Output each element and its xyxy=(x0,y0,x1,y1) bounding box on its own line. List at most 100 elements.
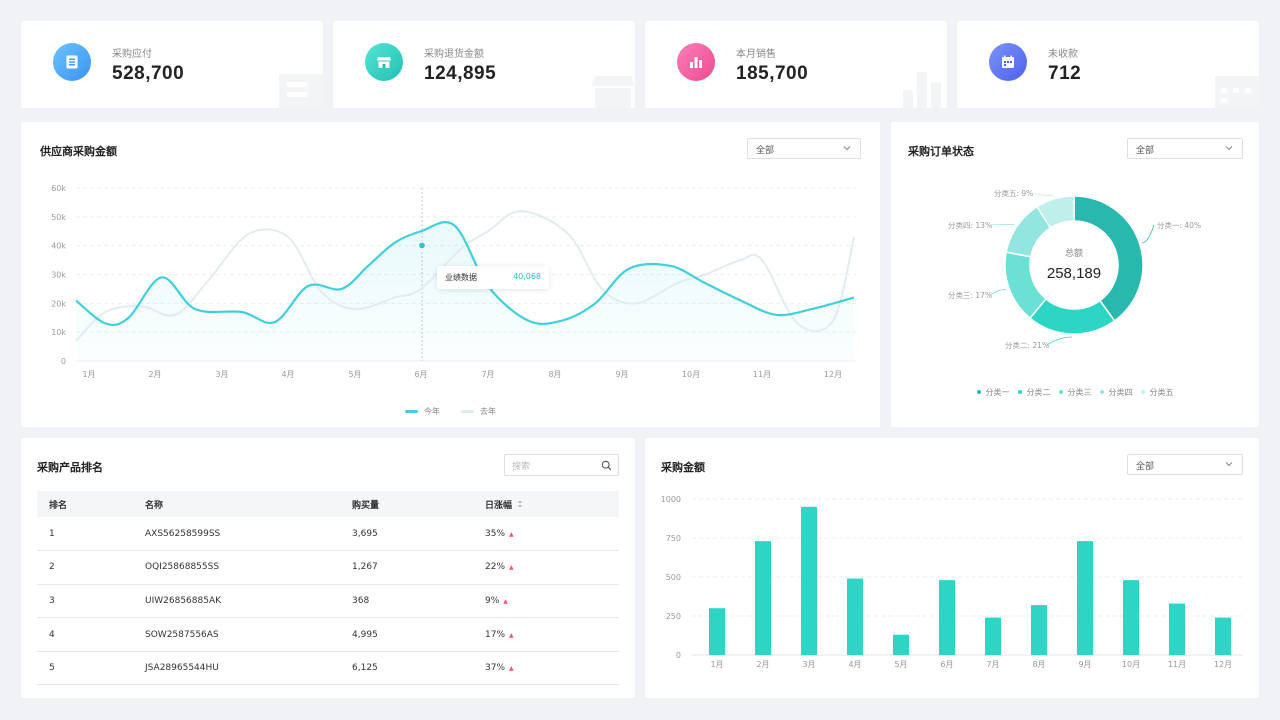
y-tick-label: 500 xyxy=(666,573,681,582)
donut-slice xyxy=(1035,195,1075,229)
bar xyxy=(1215,617,1231,655)
y-tick-label: 20k xyxy=(51,299,66,308)
up-arrow-icon: ▲ xyxy=(509,564,514,572)
y-tick-label: 60k xyxy=(51,184,66,193)
y-tick-label: 750 xyxy=(666,534,681,543)
stat-card-payable: 采购应付 528,700 xyxy=(21,21,323,108)
cell-qty: 4,995 xyxy=(352,617,485,652)
y-tick-label: 1000 xyxy=(661,495,681,504)
store-watermark-icon xyxy=(591,76,635,108)
slice-leader-line xyxy=(989,288,1007,296)
supplier-filter-select[interactable]: 全部 xyxy=(747,138,861,159)
x-tick-label: 12月 xyxy=(824,370,842,379)
cell-name: UIW26856885AK xyxy=(145,584,352,619)
cell-change: 9% ▲ xyxy=(485,584,619,619)
up-arrow-icon: ▲ xyxy=(509,665,514,673)
slice-label: 分类四: 13% xyxy=(948,220,992,230)
bar xyxy=(801,506,817,655)
search-input[interactable]: 搜索 xyxy=(504,454,619,476)
legend-item-last-year[interactable]: 去年 xyxy=(461,406,496,417)
sort-icon[interactable] xyxy=(517,500,523,508)
legend-item[interactable]: 分类五 xyxy=(1140,387,1174,398)
table-row[interactable]: 3 UIW26856885AK 368 9% ▲ xyxy=(37,584,619,619)
legend-item[interactable]: 分类三 xyxy=(1058,387,1092,398)
cell-change: 22% ▲ xyxy=(485,550,619,585)
donut-slice xyxy=(1073,195,1144,322)
column-header-rank: 排名 xyxy=(37,491,145,517)
up-arrow-icon: ▲ xyxy=(503,597,508,605)
supplier-chart-card: 供应商采购金额 全部 0 10k 20k 30k 40k 50k 60k 1月 2月 3月 4月 5月… xyxy=(21,122,880,427)
cell-rank: 2 xyxy=(37,550,145,585)
document-watermark-icon xyxy=(279,74,323,108)
x-tick-label: 1月 xyxy=(82,370,95,379)
x-tick-label: 7月 xyxy=(481,370,494,379)
slice-leader-line xyxy=(1142,224,1155,244)
x-tick-label: 12月 xyxy=(1214,660,1232,669)
stat-value: 712 xyxy=(1048,63,1082,84)
x-tick-label: 7月 xyxy=(986,660,999,669)
y-tick-label: 50k xyxy=(51,213,66,222)
cell-change: 35% ▲ xyxy=(485,517,619,552)
cell-name: AXS56258599SS xyxy=(145,517,352,552)
legend-item-this-year[interactable]: 今年 xyxy=(404,406,440,417)
x-tick-label: 3月 xyxy=(215,370,228,379)
product-ranking-card: 采购产品排名 搜索 排名 名称 购买量 日涨幅 1 AXS56258599SS 3,… xyxy=(21,438,635,698)
this-year-line xyxy=(75,221,855,327)
stat-card-sales: 本月销售 185,700 xyxy=(645,21,947,108)
table-row[interactable]: 2 OQI25868855SS 1,267 22% ▲ xyxy=(37,550,619,585)
cell-name: JSA28965544HU xyxy=(145,651,352,686)
select-value: 全部 xyxy=(1136,462,1155,472)
card-title: 采购订单状态 xyxy=(908,145,974,158)
up-arrow-icon: ▲ xyxy=(509,631,514,639)
purchase-amount-card: 采购金额 全部 0 250 500 750 1000 1月 2月 3月 4月 5月 6月 7月 8月 9… xyxy=(645,438,1259,698)
bar xyxy=(1169,603,1185,655)
purchase-amount-bar-chart: 0 250 500 750 1000 1月 2月 3月 4月 5月 6月 7月 8月 9月 10月 11月 1… xyxy=(661,495,1243,669)
chevron-down-icon xyxy=(1225,462,1233,467)
store-icon xyxy=(365,43,403,81)
chevron-down-icon xyxy=(843,146,851,151)
x-tick-label: 11月 xyxy=(1168,660,1186,669)
select-value: 全部 xyxy=(1136,146,1155,156)
x-tick-label: 4月 xyxy=(281,370,294,379)
order-status-card: 采购订单状态 全部 分类一: 40% 分类二: 21% 分类三: 17% 分类四: 1… xyxy=(891,122,1259,427)
legend-item[interactable]: 分类四 xyxy=(1099,387,1133,398)
slice-leader-line xyxy=(1046,336,1072,346)
legend-item[interactable]: 分类二 xyxy=(1017,387,1051,398)
ranking-table: 排名 名称 购买量 日涨幅 1 AXS56258599SS 3,695 35% ▲ 2 OQ… xyxy=(37,491,619,686)
bar xyxy=(709,608,725,655)
x-tick-label: 6月 xyxy=(940,660,953,669)
cell-rank: 5 xyxy=(37,651,145,686)
table-row[interactable]: 4 SOW2587556AS 4,995 17% ▲ xyxy=(37,617,619,652)
table-row[interactable]: 5 JSA28965544HU 6,125 37% ▲ xyxy=(37,651,619,686)
table-row[interactable]: 1 AXS56258599SS 3,695 35% ▲ xyxy=(37,517,619,552)
this-year-area xyxy=(76,222,854,361)
y-tick-label: 250 xyxy=(666,612,681,621)
calendar-watermark-icon xyxy=(1215,76,1259,108)
stat-value: 185,700 xyxy=(736,63,809,84)
order-status-filter-select[interactable]: 全部 xyxy=(1127,138,1243,159)
y-tick-label: 40k xyxy=(51,242,66,251)
cell-change: 37% ▲ xyxy=(485,651,619,686)
cell-rank: 4 xyxy=(37,617,145,652)
legend-item[interactable]: 分类一 xyxy=(976,387,1010,398)
x-tick-label: 5月 xyxy=(348,370,361,379)
card-title: 采购金额 xyxy=(661,461,705,474)
amount-filter-select[interactable]: 全部 xyxy=(1127,454,1243,475)
x-tick-label: 2月 xyxy=(148,370,161,379)
stat-label: 采购退货金额 xyxy=(424,49,484,60)
bar-chart-icon xyxy=(677,43,715,81)
y-tick-label: 0 xyxy=(676,651,681,660)
column-header-qty: 购买量 xyxy=(352,491,485,517)
tooltip-value: 40,068 xyxy=(513,272,541,281)
chart-tooltip: 业绩数据 40,068 xyxy=(437,266,549,289)
stat-label: 采购应付 xyxy=(112,49,152,60)
x-tick-label: 8月 xyxy=(548,370,561,379)
stat-card-receivable: 未收款 712 xyxy=(957,21,1259,108)
slice-label: 分类三: 17% xyxy=(948,290,992,300)
search-icon[interactable] xyxy=(601,460,612,471)
calendar-icon xyxy=(989,43,1027,81)
bar xyxy=(893,634,909,655)
bar xyxy=(1031,605,1047,655)
highlight-point xyxy=(417,241,427,250)
column-header-change[interactable]: 日涨幅 xyxy=(485,491,619,517)
